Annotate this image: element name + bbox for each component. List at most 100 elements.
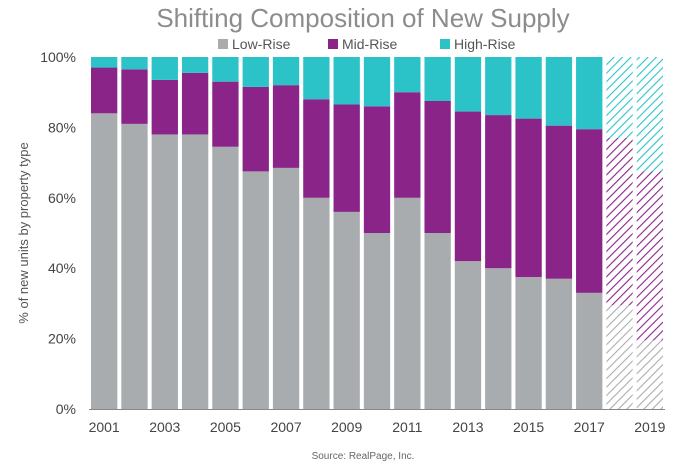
bar-low-rise-2006 (242, 171, 269, 409)
legend-swatch (218, 39, 228, 49)
source-note: Source: RealPage, Inc. (312, 451, 415, 462)
y-axis-ticks: 0% 20% 40% 60% 80% 100% (40, 49, 76, 417)
bar-mid-rise-2009 (333, 104, 360, 212)
x-tick-label: 2001 (89, 419, 120, 435)
bar-high-rise-2012 (424, 57, 451, 101)
bar-stack-2006 (242, 57, 269, 409)
x-tick-label: 2013 (452, 419, 483, 435)
bar-low-rise-2019 (636, 340, 663, 409)
bar-low-rise-2015 (515, 277, 542, 409)
bar-low-rise-2010 (363, 233, 391, 409)
y-tick-label: 40% (48, 260, 76, 276)
y-tick-label: 60% (48, 190, 76, 206)
bar-high-rise-2015 (515, 57, 542, 119)
bar-stack-2009 (333, 57, 360, 409)
bar-mid-rise-2013 (454, 111, 482, 262)
legend-label: High-Rise (454, 36, 516, 52)
y-tick-label: 0% (56, 401, 76, 417)
bar-high-rise-2006 (242, 57, 269, 87)
y-tick-label: 80% (48, 119, 76, 135)
x-tick-label: 2017 (574, 419, 605, 435)
legend-item-low-rise: Low-Rise (218, 36, 291, 52)
bar-high-rise-2010 (363, 57, 391, 107)
bar-stack-2008 (303, 57, 330, 409)
bar-low-rise-2011 (394, 197, 421, 409)
bar-stack-2001 (91, 57, 118, 409)
bar-mid-rise-2014 (485, 115, 512, 269)
bar-mid-rise-2010 (363, 106, 391, 233)
bar-stack-2004 (181, 57, 209, 409)
bar-high-rise-2016 (545, 57, 573, 126)
y-tick-label: 100% (40, 49, 76, 65)
bar-low-rise-2005 (212, 146, 239, 409)
bar-stack-2015 (515, 57, 542, 409)
bar-low-rise-2012 (424, 233, 451, 409)
bar-low-rise-2002 (121, 123, 148, 409)
bar-stack-2003 (151, 57, 178, 409)
chart-title: Shifting Composition of New Supply (156, 3, 569, 33)
bars (91, 57, 663, 409)
x-tick-label: 2019 (634, 419, 665, 435)
bar-mid-rise-2016 (545, 125, 573, 279)
bar-mid-rise-2015 (515, 118, 542, 277)
bar-low-rise-2004 (181, 134, 209, 409)
bar-high-rise-2008 (303, 57, 330, 100)
legend-swatch (440, 39, 450, 49)
bar-high-rise-2002 (121, 57, 148, 70)
x-tick-label: 2003 (149, 419, 180, 435)
bar-mid-rise-2012 (424, 101, 451, 233)
x-tick-label: 2015 (513, 419, 544, 435)
legend: Low-Rise Mid-Rise High-Rise (218, 36, 516, 52)
bar-stack-2012 (424, 57, 451, 409)
bar-high-rise-2003 (151, 57, 178, 80)
bar-mid-rise-2005 (212, 81, 239, 147)
bar-low-rise-2008 (303, 197, 330, 409)
bar-high-rise-2018 (606, 57, 633, 138)
legend-item-high-rise: High-Rise (440, 36, 516, 52)
bar-stack-2017 (576, 57, 603, 409)
legend-label: Mid-Rise (342, 36, 397, 52)
bar-stack-2014 (485, 57, 512, 409)
bar-stack-2011 (394, 57, 421, 409)
bar-high-rise-2005 (212, 57, 239, 82)
bar-mid-rise-2007 (272, 85, 300, 168)
bar-low-rise-2018 (606, 305, 633, 409)
x-tick-label: 2005 (210, 419, 241, 435)
x-axis-ticks: 2001 2003 2005 2007 2009 2011 2013 2015 2017 2019 (89, 419, 666, 435)
y-axis-label: % of new units by property type (16, 142, 31, 323)
bar-mid-rise-2019 (636, 171, 663, 341)
bar-mid-rise-2003 (151, 79, 178, 135)
bar-mid-rise-2011 (394, 92, 421, 198)
bar-mid-rise-2008 (303, 99, 330, 198)
bar-stack-2018 (606, 57, 633, 409)
legend-label: Low-Rise (232, 36, 291, 52)
bar-stack-2007 (272, 57, 300, 409)
bar-high-rise-2007 (272, 57, 300, 86)
bar-low-rise-2014 (485, 268, 512, 409)
bar-low-rise-2007 (272, 167, 300, 409)
bar-high-rise-2009 (333, 57, 360, 105)
bar-mid-rise-2004 (181, 72, 209, 135)
bar-high-rise-2014 (485, 57, 512, 116)
bar-low-rise-2017 (576, 292, 603, 409)
bar-low-rise-2009 (333, 211, 360, 409)
bar-mid-rise-2002 (121, 69, 148, 124)
bar-high-rise-2011 (394, 57, 421, 93)
bar-low-rise-2003 (151, 134, 178, 409)
x-tick-label: 2009 (331, 419, 362, 435)
legend-swatch (328, 39, 338, 49)
bar-stack-2016 (545, 57, 573, 409)
bar-low-rise-2001 (91, 113, 118, 409)
y-tick-label: 20% (48, 331, 76, 347)
bar-high-rise-2004 (181, 57, 209, 73)
bar-stack-2002 (121, 57, 148, 409)
bar-high-rise-2001 (91, 57, 118, 68)
bar-high-rise-2013 (454, 57, 482, 112)
bar-stack-2010 (363, 57, 391, 409)
bar-mid-rise-2018 (606, 137, 633, 306)
bar-mid-rise-2006 (242, 86, 269, 172)
bar-stack-2019 (636, 57, 663, 409)
bar-stack-2013 (454, 57, 482, 409)
